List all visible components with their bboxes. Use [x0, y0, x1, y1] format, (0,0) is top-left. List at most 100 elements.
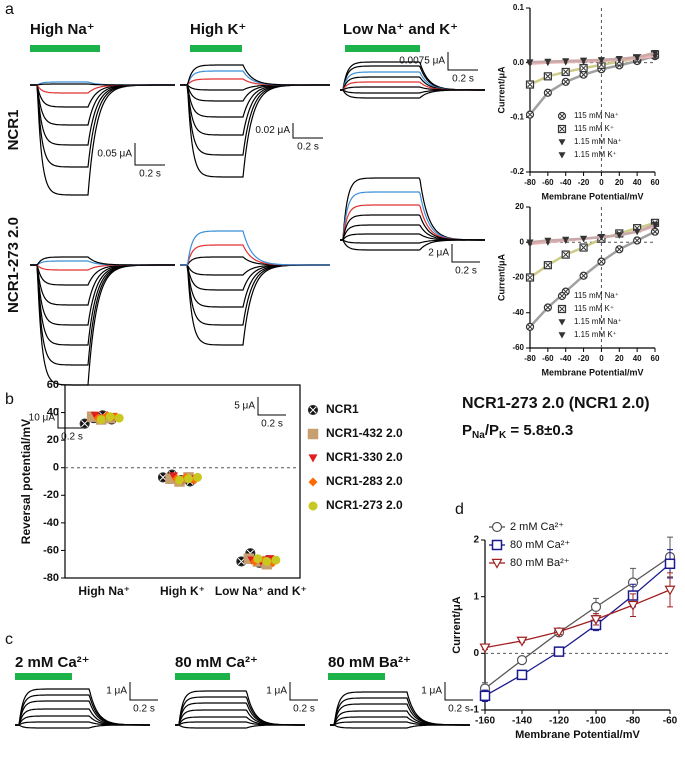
marker-cross [634, 237, 640, 244]
marker-cross [580, 244, 587, 251]
data-point [579, 271, 588, 280]
data-point [561, 67, 570, 77]
x-tick-label: 40 [633, 178, 642, 187]
x-tick-label: Low Na⁺ and K⁺ [215, 584, 307, 598]
marker [184, 474, 193, 484]
ratio-part: /P [485, 422, 499, 439]
data-point [184, 474, 193, 484]
y-axis-label: Current/μA [496, 66, 506, 114]
data-point [590, 615, 602, 626]
marker [169, 472, 178, 481]
legend-label: 115 mM K⁺ [574, 124, 614, 133]
legend-label: 1.15 mM Na⁺ [574, 317, 622, 326]
marker [558, 139, 566, 146]
marker [651, 53, 659, 60]
data-point [105, 412, 115, 422]
legend-label: 115 mM Na⁺ [574, 291, 619, 300]
legend-label: NCR1-283 2.0 [326, 474, 403, 488]
marker [105, 412, 115, 422]
data-point [114, 413, 124, 423]
marker-cross [598, 62, 605, 68]
current-trace [180, 244, 330, 266]
data-point [262, 556, 272, 566]
data-point [169, 472, 178, 481]
current-trace [180, 264, 330, 326]
marker-cross [559, 293, 565, 299]
data-point [526, 59, 534, 66]
marker-cross [580, 272, 587, 279]
legend-label: 2 mM Ca²⁺ [510, 521, 564, 533]
y-tick-label: -20 [512, 273, 524, 282]
perfusion-bar [175, 673, 230, 680]
data-point [580, 235, 588, 243]
data-point [651, 50, 659, 57]
condition-label: 80 mM Ba²⁺ [328, 654, 411, 671]
marker [491, 558, 503, 569]
data-point [558, 152, 566, 159]
marker [491, 521, 503, 533]
marker [590, 615, 602, 626]
data-point [597, 257, 606, 266]
x-tick-label: -20 [578, 354, 590, 363]
scale-label: 0.0075 μA [399, 56, 445, 67]
marker-cross [237, 557, 245, 565]
ratio-part: = 5.8±0.3 [506, 422, 573, 439]
current-trace [340, 89, 485, 99]
marker [597, 234, 605, 241]
data-point [553, 627, 565, 638]
data-point [558, 139, 566, 146]
current-trace [340, 177, 485, 241]
marker-cross [616, 246, 623, 253]
panel-label: d [455, 501, 464, 518]
y-tick-label: 40 [47, 406, 59, 418]
marker-cross [580, 71, 587, 78]
legend-label: 1.15 mM Na⁺ [574, 137, 622, 146]
scale-label: 5 μA [234, 401, 255, 412]
marker [664, 585, 676, 596]
marker-cross [81, 420, 89, 428]
series-line [529, 223, 656, 244]
series-line [529, 51, 656, 64]
marker-cross [562, 78, 569, 85]
marker-cross [309, 406, 317, 414]
scale-bar [257, 397, 286, 416]
marker [633, 228, 641, 236]
data-point [96, 414, 106, 424]
plot-frame [64, 384, 301, 579]
data-point [557, 291, 567, 301]
y-tick-label: 0.1 [513, 3, 525, 12]
current-trace [340, 224, 485, 241]
current-trace [330, 716, 470, 726]
legend-label: NCR1 [326, 402, 359, 416]
marker [307, 428, 319, 440]
x-tick-label: -60 [663, 716, 678, 727]
marker [633, 54, 641, 61]
row-label: NCR1-273 2.0 [5, 217, 22, 313]
data-point [544, 237, 552, 244]
scale-label: 0.2 s [61, 432, 83, 443]
marker-cross [559, 306, 565, 312]
legend-label: 1.15 mM K⁺ [574, 330, 617, 339]
construct-title: NCR1-273 2.0 (NCR1 2.0) [462, 395, 650, 412]
marker [615, 232, 623, 239]
scale-label: 0.2 s [297, 142, 319, 153]
y-tick-label: -40 [512, 308, 524, 317]
scale-label: 1 μA [421, 686, 442, 697]
data-point [479, 690, 491, 702]
data-point [543, 261, 552, 270]
current-trace [180, 230, 330, 266]
data-point [557, 304, 567, 314]
data-point [579, 243, 588, 252]
data-point [544, 58, 552, 66]
condition-label: Low Na⁺ and K⁺ [343, 21, 458, 38]
x-tick-label: High K⁺ [160, 584, 205, 598]
y-tick-label: -40 [43, 517, 59, 529]
legend-label: 115 mM Na⁺ [574, 111, 619, 120]
condition-label: High K⁺ [190, 21, 246, 38]
data-point [308, 477, 318, 487]
data-point [553, 646, 565, 657]
panel-label: b [5, 391, 14, 408]
data-point [590, 601, 602, 612]
marker-cross [580, 65, 587, 71]
